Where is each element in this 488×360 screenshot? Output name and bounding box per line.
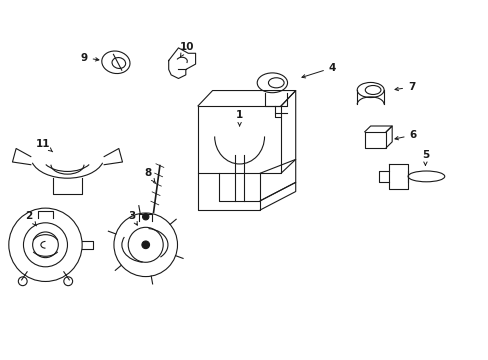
Text: 10: 10 <box>179 42 194 57</box>
Text: 6: 6 <box>394 130 416 140</box>
Text: 2: 2 <box>25 211 37 226</box>
Circle shape <box>142 241 149 249</box>
Text: 5: 5 <box>421 150 428 166</box>
Text: 4: 4 <box>302 63 336 78</box>
Text: 3: 3 <box>128 211 137 225</box>
Text: 9: 9 <box>81 53 99 63</box>
Text: 11: 11 <box>36 139 53 152</box>
Text: 1: 1 <box>236 110 243 126</box>
Text: 8: 8 <box>144 168 155 183</box>
Text: 7: 7 <box>394 82 415 92</box>
Circle shape <box>142 213 148 220</box>
